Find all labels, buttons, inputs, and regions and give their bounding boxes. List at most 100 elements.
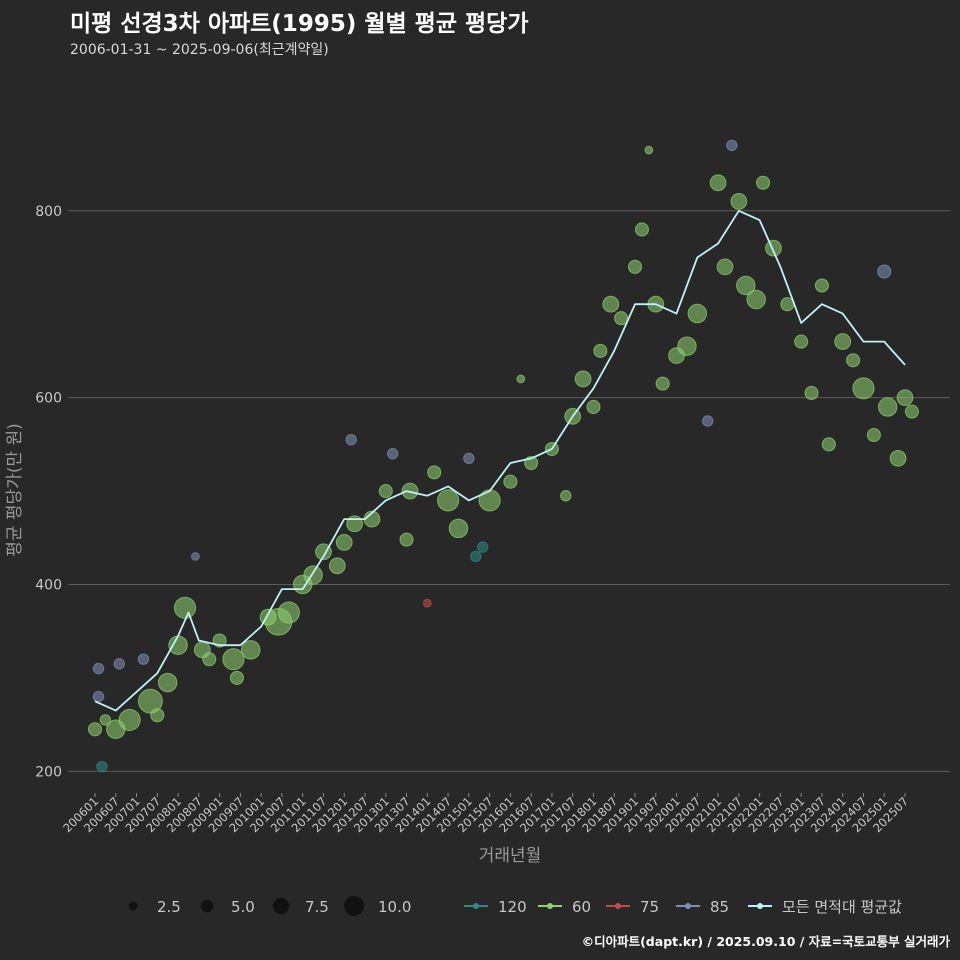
- average-line-layer: [94, 209, 906, 712]
- size-legend-marker: [344, 896, 364, 916]
- chart-title: 미평 선경3차 아파트(1995) 월별 평균 평당가: [70, 11, 529, 37]
- data-point: [846, 353, 861, 368]
- data-point: [794, 334, 809, 349]
- data-point: [436, 489, 460, 512]
- data-point: [386, 447, 399, 460]
- data-point: [173, 596, 197, 619]
- data-point: [427, 465, 442, 480]
- data-point: [99, 714, 112, 726]
- scatter-points: [87, 139, 919, 773]
- data-point: [113, 658, 125, 670]
- data-point: [378, 484, 393, 499]
- data-point: [904, 404, 919, 419]
- legend: 2.5 5.0 7.5 10.0 120 60 75 85 모든 면적대 평균값: [128, 896, 902, 916]
- data-point: [470, 550, 482, 563]
- y-tick-label: 800: [35, 204, 62, 220]
- data-point: [92, 690, 105, 703]
- color-legend-marker: [473, 903, 479, 909]
- size-legend-marker: [200, 899, 214, 913]
- data-point: [241, 640, 261, 660]
- size-legend-label: 5.0: [231, 898, 255, 916]
- data-point: [463, 452, 475, 465]
- size-legend-marker: [128, 901, 138, 911]
- y-tick-labels: 200 400 600 800: [35, 204, 62, 781]
- data-point: [157, 672, 178, 693]
- size-legend-marker: [272, 897, 290, 915]
- data-point: [448, 518, 469, 539]
- data-point: [852, 377, 875, 400]
- data-point: [765, 239, 782, 257]
- data-point: [821, 437, 836, 452]
- data-point: [560, 490, 572, 502]
- data-point: [889, 449, 907, 467]
- data-point: [687, 303, 708, 324]
- data-point: [655, 376, 670, 391]
- data-point: [602, 295, 620, 313]
- data-point: [877, 264, 892, 279]
- data-point: [814, 278, 829, 293]
- data-point: [422, 598, 432, 608]
- data-point: [709, 174, 727, 192]
- average-line: [94, 209, 906, 712]
- color-legend-marker: [615, 903, 621, 909]
- data-point: [804, 385, 819, 401]
- data-point: [736, 275, 756, 296]
- data-point: [335, 534, 353, 551]
- y-tick-label: 400: [35, 577, 62, 593]
- data-point: [866, 427, 881, 443]
- data-point: [574, 370, 592, 388]
- data-point: [627, 259, 643, 274]
- data-point: [756, 175, 771, 190]
- data-point: [614, 311, 629, 326]
- data-point: [399, 532, 414, 547]
- data-point: [730, 193, 748, 210]
- data-point: [593, 343, 608, 358]
- data-point: [716, 258, 734, 276]
- data-point: [150, 708, 165, 723]
- data-point: [834, 333, 852, 350]
- data-point: [677, 336, 697, 356]
- color-legend-label: 75: [640, 898, 659, 916]
- y-axis-label: 평균 평당가(만 원): [5, 423, 25, 557]
- data-point: [516, 374, 526, 384]
- grid-layer: [68, 210, 950, 772]
- data-point: [118, 708, 141, 732]
- size-legend-label: 10.0: [378, 898, 411, 916]
- data-point: [96, 760, 108, 773]
- y-tick-label: 600: [35, 391, 62, 407]
- data-point: [222, 648, 245, 671]
- x-tick-labels: 2006012006072007012007072008012008072009…: [60, 793, 911, 835]
- data-point: [92, 662, 105, 675]
- data-point: [191, 552, 200, 561]
- data-point: [476, 541, 489, 553]
- data-point: [202, 652, 217, 667]
- data-point: [87, 722, 103, 737]
- data-point: [877, 397, 898, 417]
- x-axis-label: 거래년월: [479, 846, 542, 866]
- data-point: [726, 139, 738, 152]
- data-point: [168, 635, 188, 655]
- data-point: [137, 688, 163, 714]
- color-legend-label: 모든 면적대 평균값: [782, 898, 902, 916]
- color-legend-label: 60: [572, 898, 591, 916]
- size-legend-label: 7.5: [305, 898, 329, 916]
- data-point: [503, 474, 518, 489]
- data-point: [277, 601, 300, 624]
- color-legend-marker: [685, 903, 691, 909]
- data-point: [586, 399, 601, 415]
- color-legend-label: 85: [710, 898, 729, 916]
- size-legend-label: 2.5: [157, 898, 181, 916]
- source-credit: ©디아파트(dapt.kr) / 2025.09.10 / 자료=국토교통부 실…: [581, 934, 950, 949]
- data-point: [746, 289, 766, 310]
- data-point: [328, 557, 346, 575]
- data-point: [137, 653, 150, 665]
- chart-subtitle: 2006-01-31 ~ 2025-09-06(최근계약일): [70, 42, 329, 58]
- data-point: [345, 433, 357, 446]
- color-legend-label: 120: [498, 898, 527, 916]
- data-point: [896, 389, 914, 407]
- data-point: [229, 670, 244, 685]
- data-point: [478, 489, 501, 512]
- color-legend-marker: [757, 903, 763, 909]
- data-point: [701, 415, 714, 427]
